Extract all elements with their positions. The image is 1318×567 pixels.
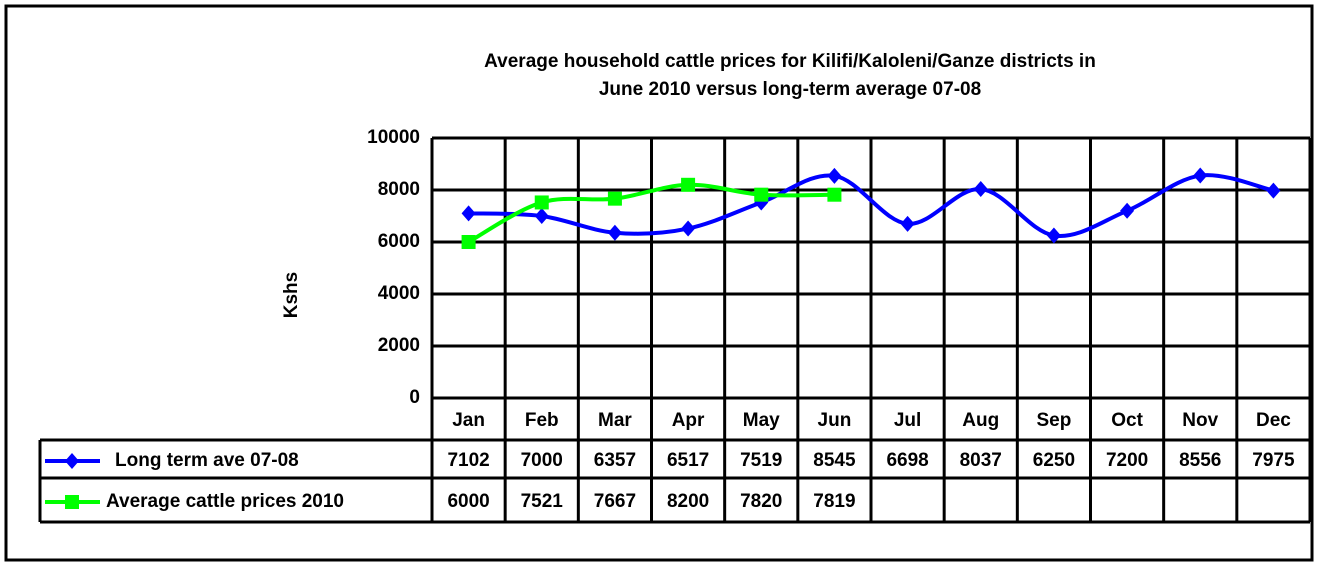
table-cell: 6000	[447, 491, 489, 512]
x-tick-label: Jan	[452, 410, 485, 431]
x-tick-label: Dec	[1256, 410, 1291, 431]
marker	[65, 453, 79, 469]
x-tick-label: Feb	[525, 410, 559, 431]
x-tick-label: Sep	[1036, 410, 1071, 431]
table-cell: 7521	[521, 491, 564, 512]
marker	[607, 191, 622, 206]
table-cell: 7975	[1252, 450, 1295, 471]
chart-title: June 2010 versus long-term average 07-08	[599, 79, 981, 100]
table-cell: 7819	[813, 491, 855, 512]
y-tick-label: 0	[409, 387, 420, 408]
marker	[973, 181, 988, 198]
table-cell: 7200	[1106, 450, 1148, 471]
marker	[534, 195, 549, 210]
y-tick-label: 6000	[378, 231, 420, 252]
marker	[1266, 182, 1281, 199]
x-tick-label: Aug	[962, 410, 999, 431]
marker	[534, 208, 549, 224]
table-cell: 8545	[813, 450, 856, 471]
table-cell: 7000	[521, 450, 563, 471]
y-tick-label: 10000	[367, 127, 420, 148]
y-tick-label: 2000	[378, 335, 420, 356]
table-cell: 8037	[960, 450, 1002, 471]
marker	[681, 220, 696, 237]
marker	[1046, 227, 1061, 244]
y-tick-label: 4000	[378, 283, 420, 304]
chart-title: Average household cattle prices for Kili…	[484, 51, 1096, 72]
table-cell: 6517	[667, 450, 709, 471]
marker	[754, 187, 769, 202]
marker	[900, 215, 915, 232]
table-cell: 7519	[740, 450, 782, 471]
chart-border	[4, 4, 1314, 562]
x-tick-label: Jun	[818, 410, 852, 431]
legend-label: Average cattle prices 2010	[106, 491, 344, 512]
y-tick-label: 8000	[378, 179, 420, 200]
x-tick-label: Jul	[894, 410, 921, 431]
table-cell: 8200	[667, 491, 709, 512]
marker	[461, 205, 476, 222]
x-tick-label: Nov	[1182, 410, 1218, 431]
table-cell: 6250	[1033, 450, 1075, 471]
marker	[461, 235, 476, 249]
marker	[1120, 202, 1135, 219]
marker	[607, 224, 622, 241]
marker	[65, 495, 79, 509]
legend-label: Long term ave 07-08	[115, 450, 299, 471]
y-axis-label: Kshs	[281, 272, 302, 318]
table-cell: 8556	[1179, 450, 1221, 471]
x-tick-label: Apr	[672, 410, 705, 431]
x-tick-label: Oct	[1111, 410, 1143, 431]
marker	[827, 167, 842, 184]
marker	[681, 177, 696, 192]
table-cell: 6357	[594, 450, 636, 471]
table-cell: 7102	[447, 450, 489, 471]
marker	[1193, 167, 1208, 184]
table-cell: 7820	[740, 491, 782, 512]
table-cell: 7667	[594, 491, 636, 512]
x-tick-label: May	[743, 410, 780, 431]
x-tick-label: Mar	[598, 410, 632, 431]
table-cell: 6698	[886, 450, 928, 471]
marker	[827, 187, 842, 202]
